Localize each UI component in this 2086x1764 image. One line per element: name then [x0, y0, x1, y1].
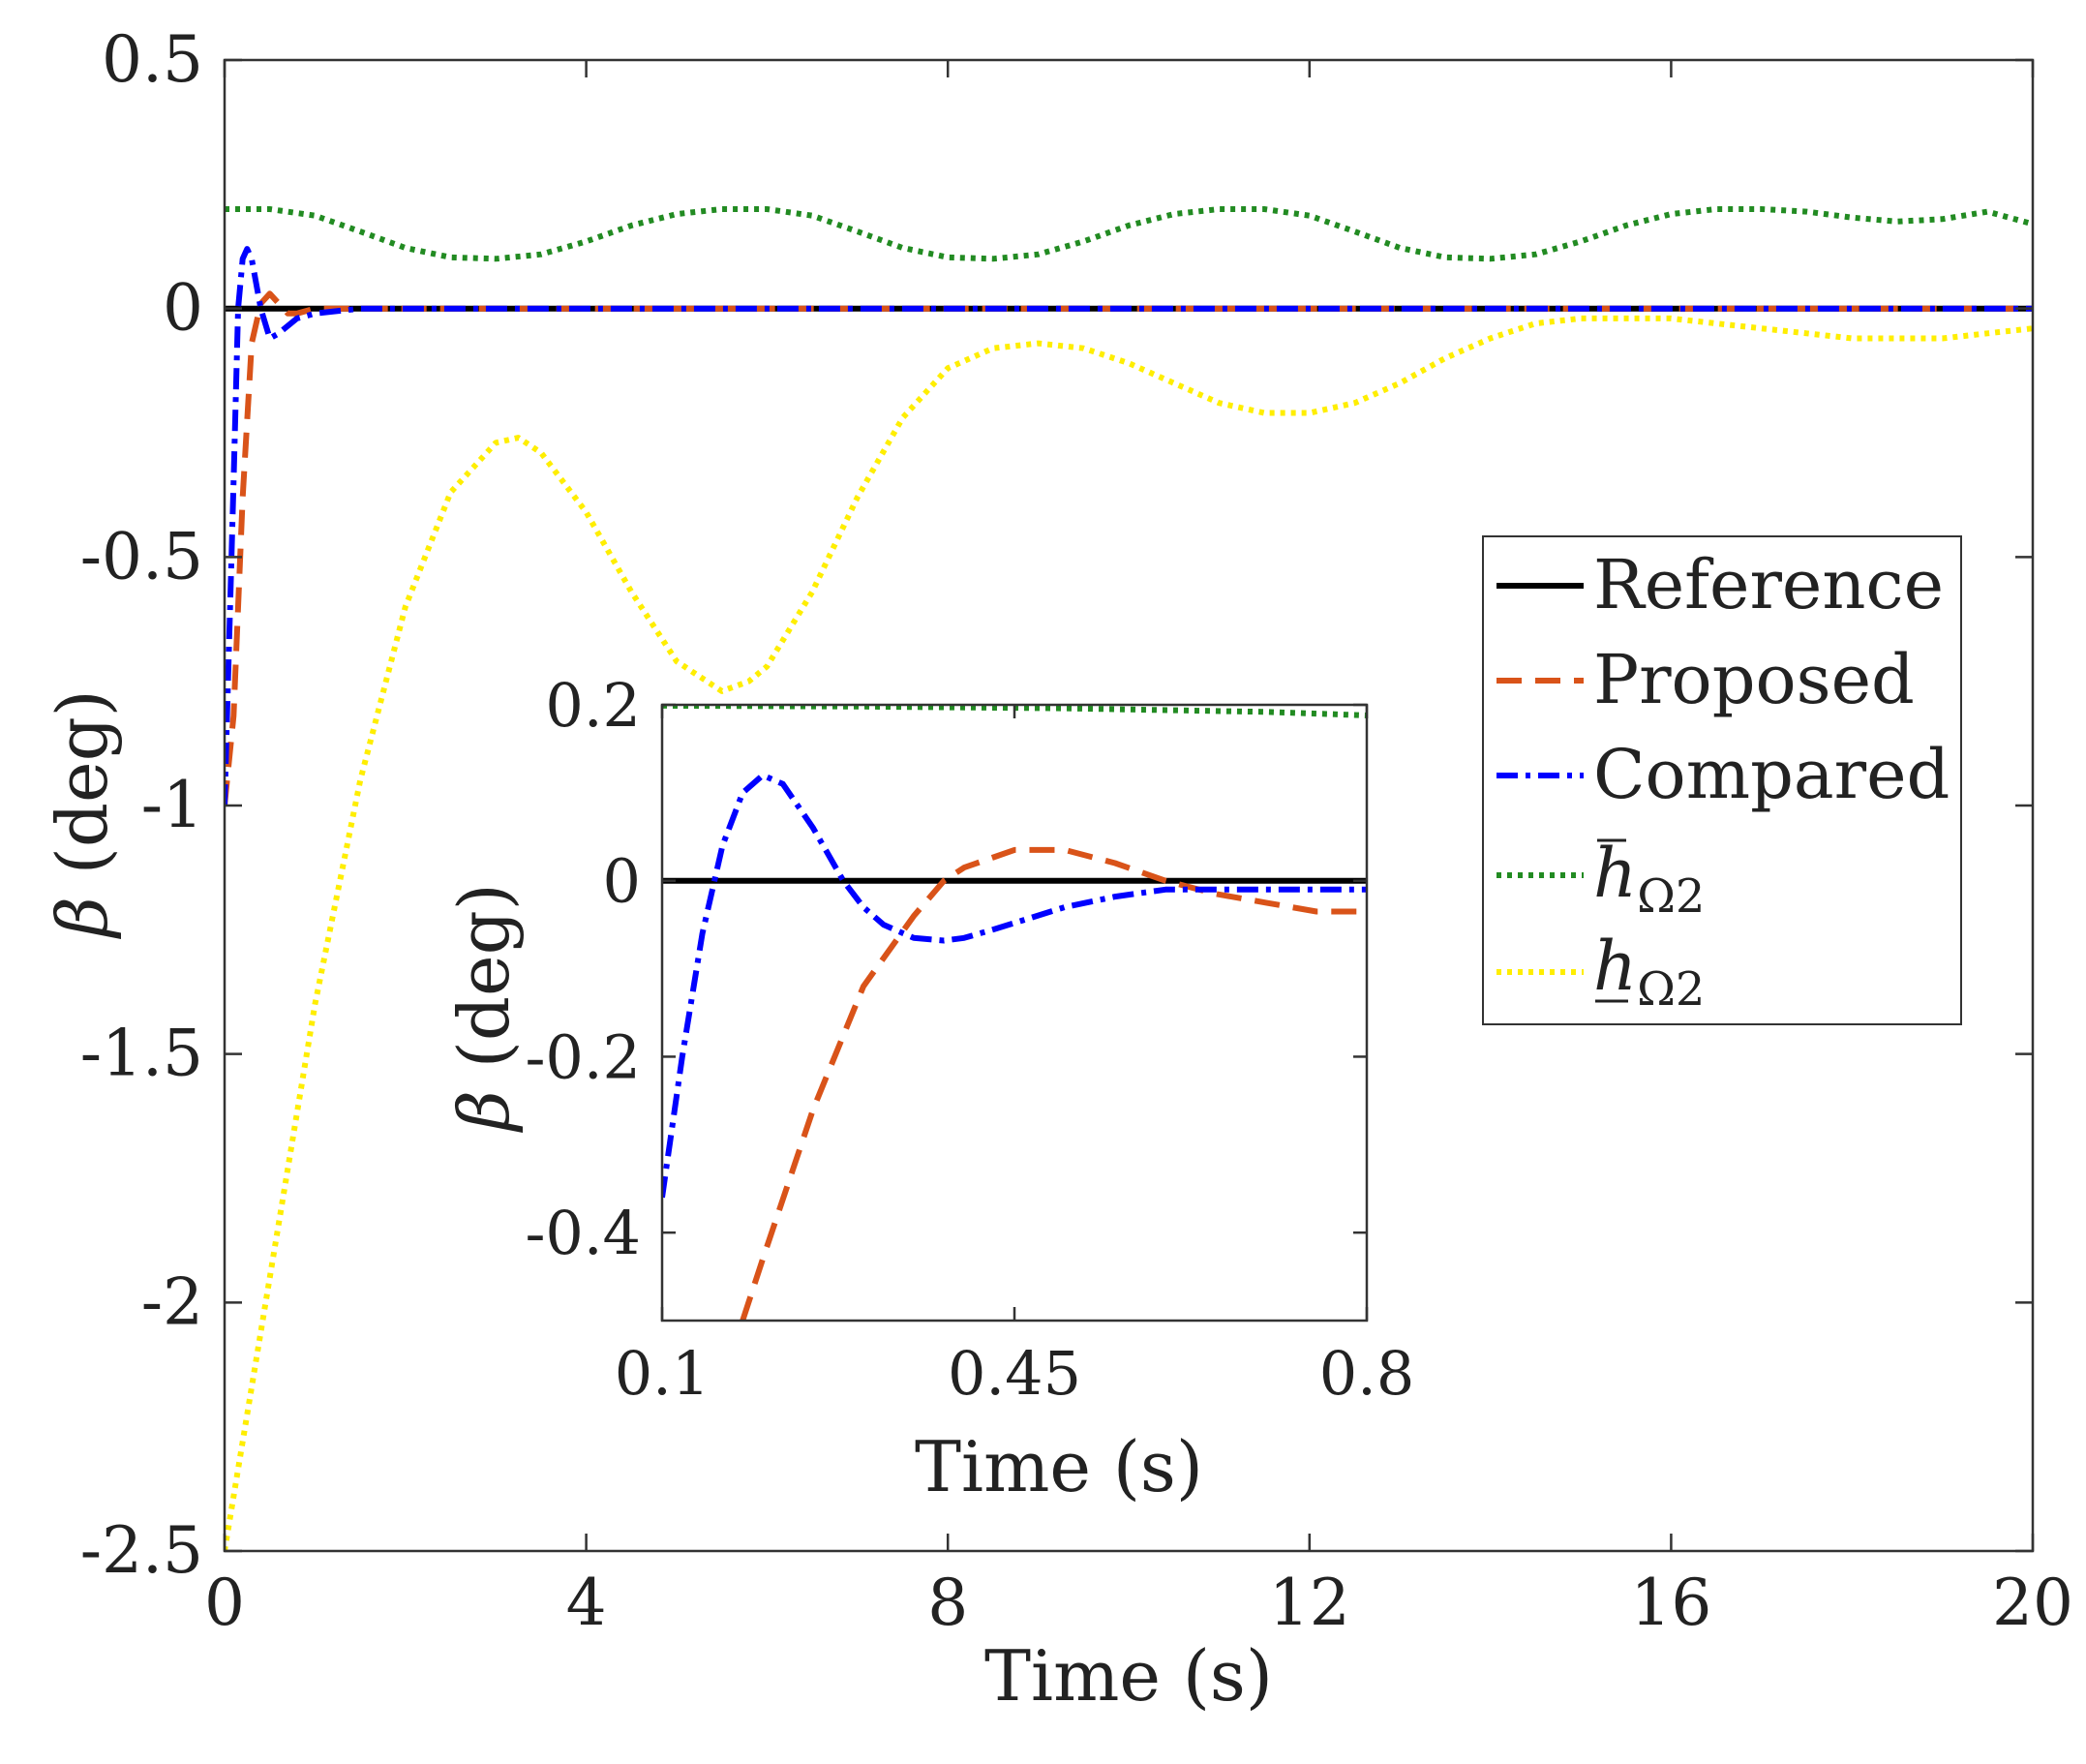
inset-y-tick-label: -0.2 [525, 1021, 641, 1092]
inset-y-axis-unit: (deg) [443, 883, 525, 1068]
inset-y-axis-label: β (deg) [443, 883, 525, 1133]
legend-box [1482, 535, 1962, 1025]
main-x-tick-label: 16 [1630, 1566, 1711, 1640]
main-y-tick-label: 0 [163, 271, 203, 346]
inset-x-axis-label: Time (s) [915, 1426, 1203, 1507]
main-y-tick-label: 0.5 [102, 22, 203, 97]
inset-series-layer [662, 705, 1367, 1321]
main-x-tick-label: 8 [927, 1566, 968, 1640]
main-x-tick-label: 20 [1992, 1566, 2073, 1640]
main-y-tick-label: -0.5 [80, 519, 203, 593]
main-x-tick-label: 4 [566, 1566, 607, 1640]
inset-x-tick-label: 0.45 [948, 1338, 1081, 1409]
main-y-ticks: 0.5 0 -0.5 -1 -1.5 -2 -2.5 [80, 22, 2033, 1588]
inset-y-tick-label: -0.4 [525, 1198, 641, 1268]
legend: Reference Proposed Compared hΩ2 hΩ2 [1482, 535, 1962, 1025]
legend-label-h-lower-sub: Ω2 [1637, 962, 1705, 1017]
main-y-tick-label: -2.5 [80, 1513, 203, 1588]
main-y-tick-label: -2 [141, 1264, 203, 1339]
inset-y-ticks: 0.2 0 -0.2 -0.4 [525, 670, 1367, 1268]
legend-label-h-upper-sub: Ω2 [1637, 869, 1705, 924]
inset-x-ticks: 0.1 0.45 0.8 [615, 705, 1415, 1409]
legend-label-proposed: Proposed [1593, 640, 1915, 719]
inset-y-tick-label: 0 [603, 846, 641, 917]
main-axes: 0 4 8 12 16 20 0.50-0.5-1-1.5-2-2.5 Time (s) … [42, 22, 2073, 1717]
inset-axes: 0.1 0.45 0.8 0.2 0 -0.2 -0.4 Time (s) β (deg) [443, 670, 1414, 1507]
inset-y-tick-label: 0.2 [545, 670, 641, 741]
main-series-layer [225, 206, 2033, 1551]
main-y-tick-label: -1.5 [80, 1017, 203, 1091]
inset-x-tick-label: 0.8 [1319, 1338, 1415, 1409]
legend-label-reference: Reference [1593, 545, 1944, 624]
inset-background [662, 705, 1367, 1321]
inset-series-proposed [740, 846, 1367, 1321]
inset-series-compared [662, 772, 1367, 1199]
main-y-axis-label: β (deg) [42, 689, 123, 939]
legend-label-h-upper-base: h [1593, 834, 1637, 913]
legend-label-h-lower-base: h [1593, 927, 1637, 1006]
legend-label-h-upper: hΩ2 [1593, 834, 1705, 924]
main-x-tick-label: 0 [204, 1566, 245, 1640]
inset-x-tick-label: 0.1 [615, 1338, 710, 1409]
main-y-tick-label: -1 [141, 768, 203, 842]
main-x-ticks: 0 4 8 12 16 20 [204, 60, 2073, 1640]
main-y-axis-unit: (deg) [42, 689, 123, 874]
main-x-tick-label: 12 [1269, 1566, 1350, 1640]
main-x-axis-label: Time (s) [984, 1635, 1273, 1717]
main-series-h-upper [225, 206, 2033, 262]
inset-y-axis-symbol: β [443, 1090, 525, 1134]
legend-label-compared: Compared [1593, 735, 1950, 814]
legend-label-h-lower: hΩ2 [1593, 927, 1705, 1017]
main-y-axis-symbol: β [42, 897, 123, 940]
main-series-h-lower [225, 315, 2033, 1551]
main-series-compared [225, 246, 2033, 806]
